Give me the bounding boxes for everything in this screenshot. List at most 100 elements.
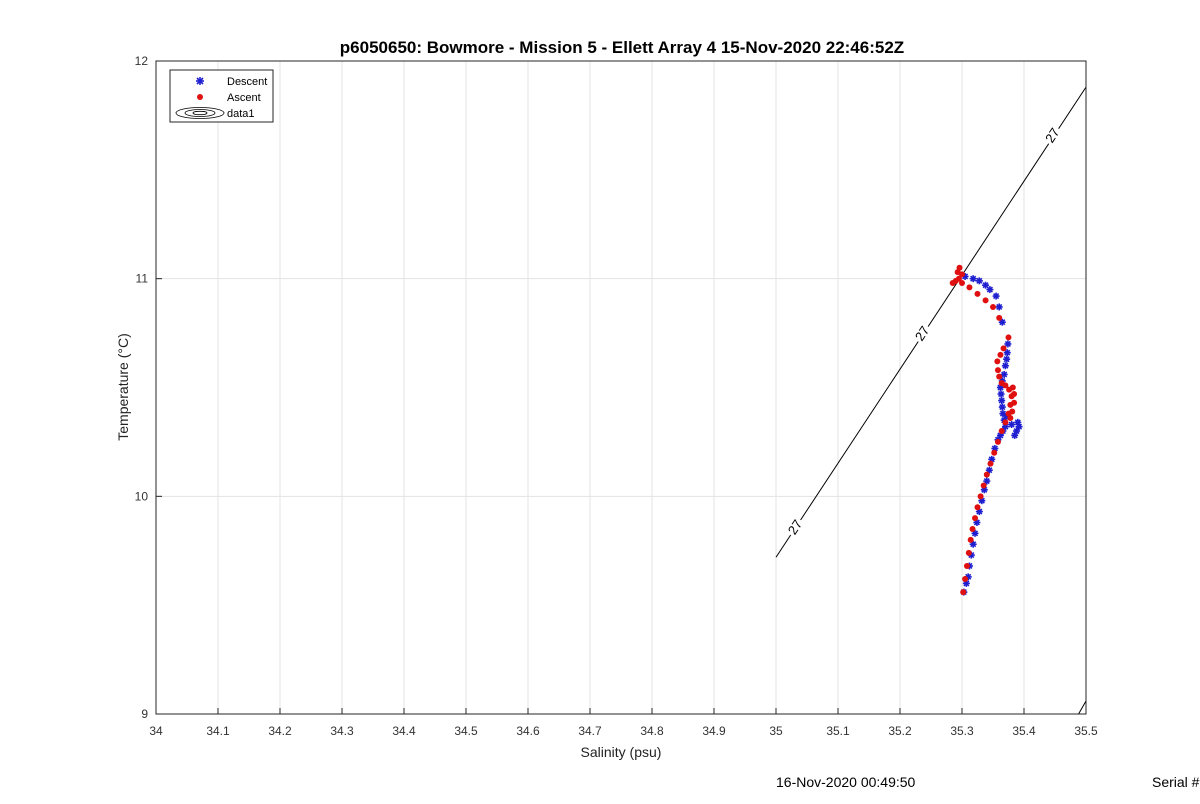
ascent-point <box>987 460 994 467</box>
ascent-point <box>965 549 972 556</box>
ascent-point <box>991 449 998 456</box>
descent-point <box>998 403 1006 411</box>
descent-point <box>1001 362 1009 370</box>
ascent-point <box>980 482 987 489</box>
y-tick-label: 11 <box>136 272 149 286</box>
ascent-point <box>974 504 981 511</box>
x-tick-label: 34.7 <box>578 724 602 738</box>
descent-point <box>997 390 1005 398</box>
ascent-point <box>994 438 1001 445</box>
x-tick-label: 34.3 <box>330 724 354 738</box>
x-tick-label: 34.8 <box>640 724 664 738</box>
ascent-point <box>969 525 976 532</box>
x-tick-label: 35.1 <box>826 724 850 738</box>
ascent-point <box>962 576 969 583</box>
data-points <box>949 264 1023 596</box>
descent-point <box>982 281 990 289</box>
descent-point <box>969 540 977 548</box>
descent-point <box>975 277 983 285</box>
contour-label-bg <box>1040 123 1064 147</box>
y-tick-label: 10 <box>135 489 149 503</box>
x-axis-label: Salinity (psu) <box>581 744 662 760</box>
ascent-point <box>982 297 989 304</box>
contour-label: 27 <box>785 517 805 537</box>
y-tick-label: 12 <box>135 54 149 68</box>
chart-title: p6050650: Bowmore - Mission 5 - Ellett A… <box>340 38 904 57</box>
ascent-point <box>972 515 979 522</box>
contour-label: 27 <box>912 323 932 343</box>
x-axis-ticks: 34 34.1 34.2 34.3 34.4 34.5 34.6 34.7 34.8 34.9 35… <box>149 708 1098 738</box>
x-tick-label: 34.5 <box>454 724 478 738</box>
legend-descent-marker <box>196 77 204 85</box>
contour-label-bg <box>910 321 934 346</box>
descent-point <box>998 397 1006 405</box>
ascent-point <box>994 367 1001 374</box>
ascent-point <box>1000 345 1007 352</box>
ascent-point <box>960 589 967 596</box>
ascent-point <box>1011 391 1018 398</box>
ascent-point <box>1009 384 1016 391</box>
legend-data1-label: data1 <box>227 108 255 120</box>
footer-serial: Serial # <box>1152 774 1200 790</box>
ascent-point <box>996 373 1003 380</box>
ascent-point <box>1005 334 1012 341</box>
ascent-point <box>959 280 965 287</box>
x-tick-label: 34 <box>149 724 163 738</box>
ascent-point <box>963 562 970 569</box>
ascent-point <box>1007 414 1014 421</box>
ascent-point <box>956 264 963 271</box>
ascent-point <box>974 290 981 297</box>
descent-point <box>961 272 969 280</box>
descent-point <box>983 477 991 485</box>
axes-box <box>155 60 1087 715</box>
ascent-point <box>998 428 1005 435</box>
ascent-point <box>990 303 996 310</box>
ascent-point <box>967 536 974 543</box>
descent-point <box>995 303 1003 311</box>
contour-label-bg <box>782 514 807 539</box>
legend: Descent Ascent data1 <box>169 69 274 123</box>
x-tick-label: 35 <box>769 724 783 738</box>
x-tick-label: 35.2 <box>888 724 912 738</box>
ascent-point <box>1011 399 1018 406</box>
contour-label: 27 <box>1042 125 1062 145</box>
ascent-point <box>996 314 1003 321</box>
legend-ascent-marker <box>197 94 203 100</box>
y-axis-ticks: 9 10 11 12 <box>135 54 162 721</box>
density-contours: 27 27 27 <box>775 86 1087 715</box>
descent-point <box>1008 421 1016 429</box>
descent-point <box>1003 349 1011 357</box>
descent-point <box>986 286 994 294</box>
y-axis-label: Temperature (°C) <box>115 333 131 441</box>
ascent-point <box>997 351 1004 358</box>
x-tick-label: 35.5 <box>1074 724 1098 738</box>
density-contour-line <box>1078 700 1087 715</box>
x-tick-label: 34.4 <box>392 724 416 738</box>
descent-point <box>1003 355 1011 363</box>
ascent-point <box>949 280 956 287</box>
x-tick-label: 35.4 <box>1012 724 1036 738</box>
ascent-point <box>959 271 965 278</box>
x-tick-label: 34.2 <box>268 724 292 738</box>
ascent-point <box>1009 408 1016 415</box>
descent-point <box>992 292 1000 300</box>
legend-descent-label: Descent <box>227 76 267 88</box>
descent-point <box>998 318 1006 326</box>
legend-ascent-label: Ascent <box>227 92 261 104</box>
ascent-point <box>998 380 1005 387</box>
descent-point <box>1011 431 1019 439</box>
descent-point <box>1000 370 1008 378</box>
x-tick-label: 35.3 <box>950 724 974 738</box>
ascent-point <box>994 358 1001 365</box>
y-tick-label: 9 <box>141 707 148 721</box>
ascent-point <box>1002 419 1009 426</box>
ascent-point <box>966 284 973 291</box>
x-tick-label: 34.6 <box>516 724 540 738</box>
descent-point <box>1004 340 1012 348</box>
descent-point <box>1014 418 1022 426</box>
descent-point <box>969 275 977 283</box>
density-contour-line <box>775 86 1087 558</box>
x-tick-label: 34.1 <box>206 724 230 738</box>
x-tick-label: 34.9 <box>702 724 726 738</box>
